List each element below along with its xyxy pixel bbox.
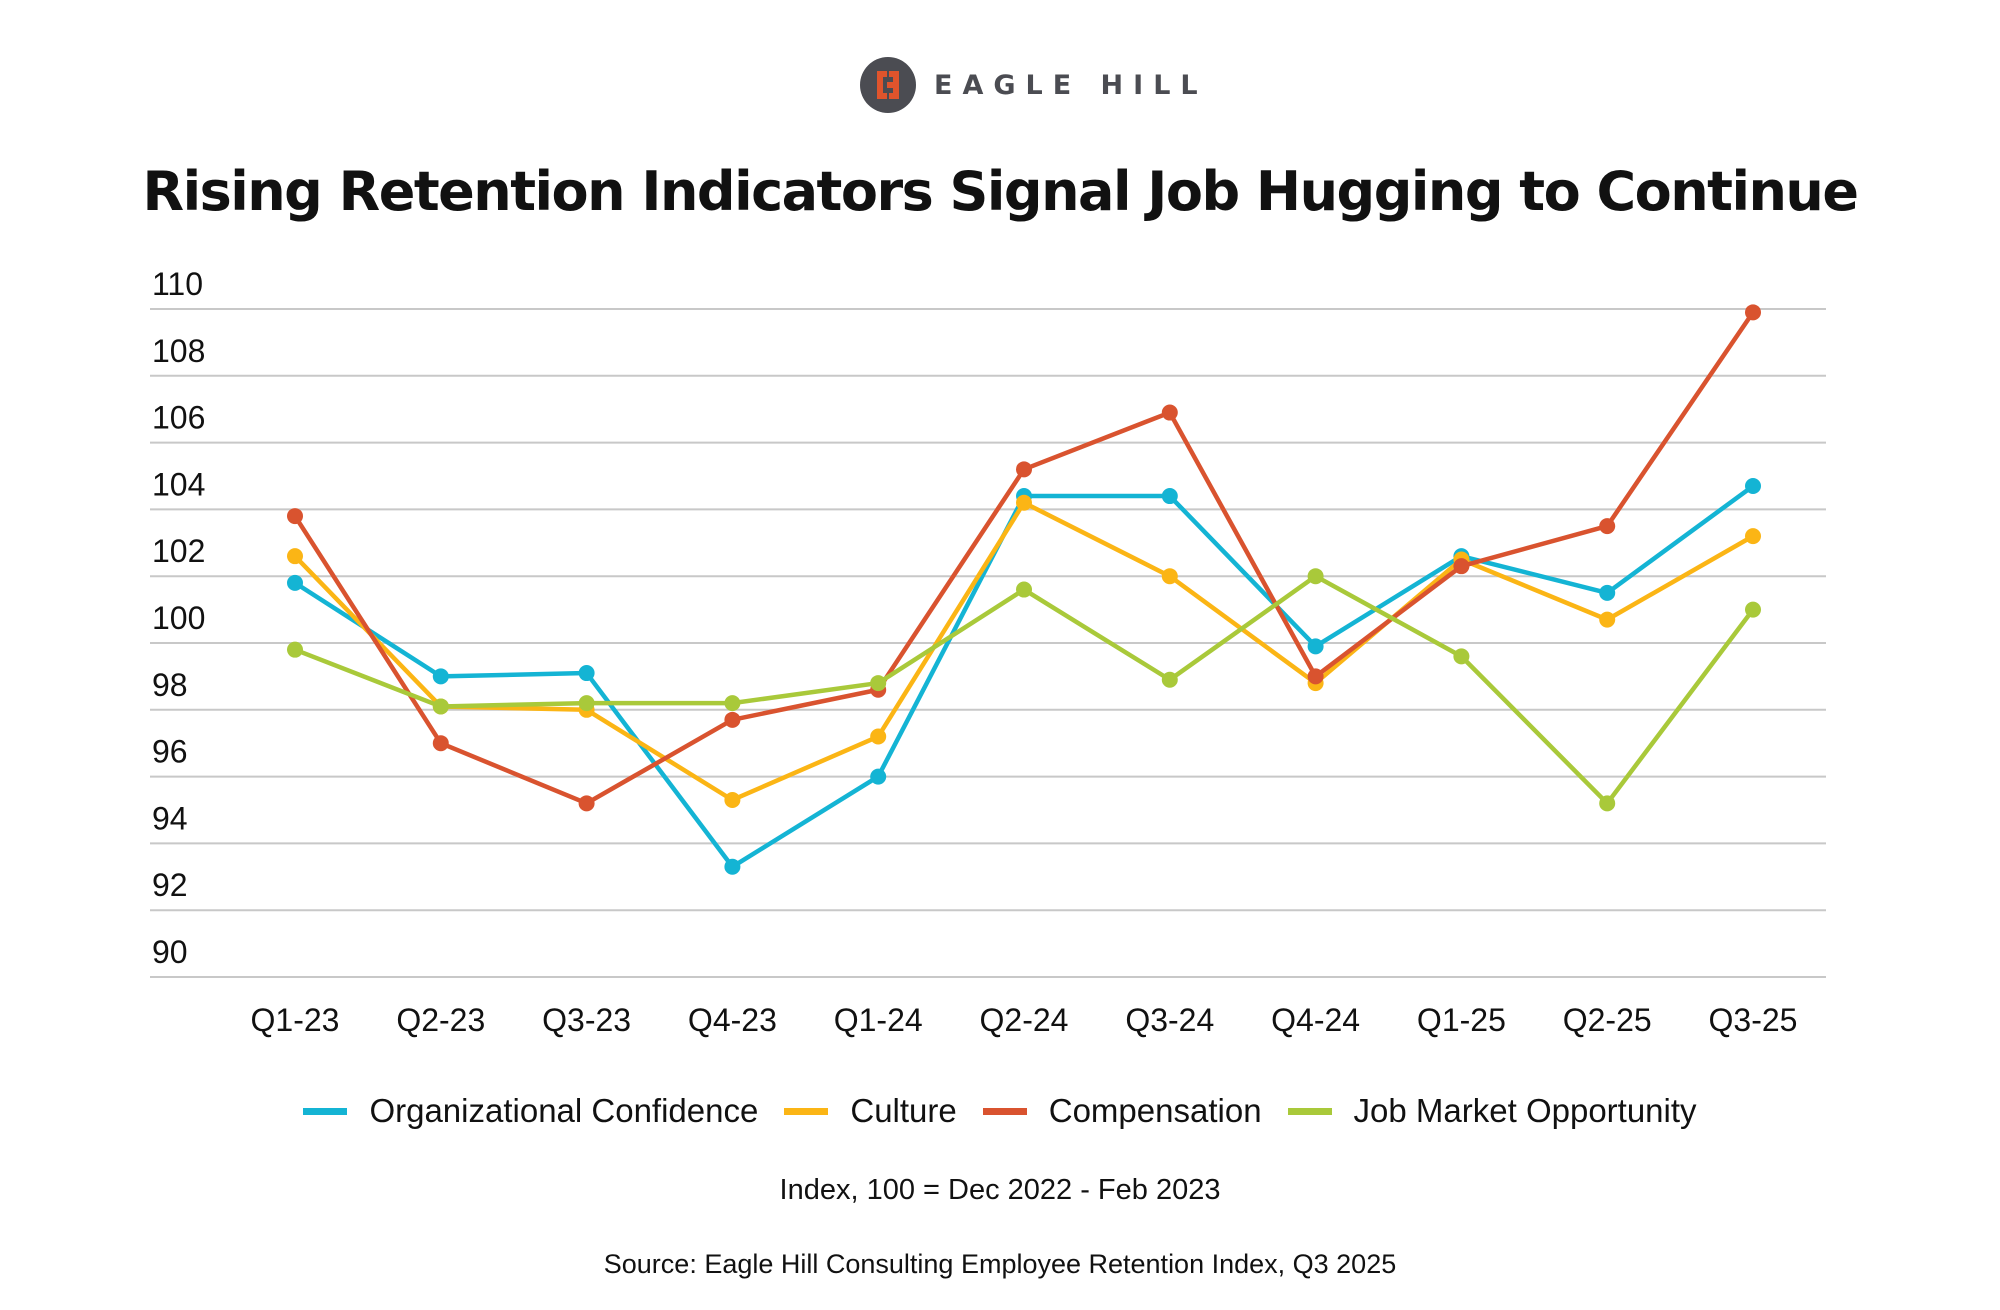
data-point bbox=[1307, 568, 1324, 585]
data-point bbox=[724, 858, 741, 875]
data-point bbox=[870, 768, 887, 785]
y-tick-label: 90 bbox=[152, 934, 188, 970]
data-point bbox=[1307, 668, 1324, 685]
data-point bbox=[724, 695, 741, 712]
data-point bbox=[1745, 601, 1761, 618]
y-tick-label: 110 bbox=[152, 266, 203, 302]
data-point bbox=[1453, 558, 1470, 575]
series-lines bbox=[287, 304, 1761, 875]
x-tick-label: Q3-23 bbox=[542, 1002, 631, 1038]
brand-logo: EAGLE HILL bbox=[860, 57, 1208, 113]
y-tick-label: 106 bbox=[152, 400, 205, 436]
data-point bbox=[1016, 461, 1032, 478]
x-tick-label: Q2-23 bbox=[396, 1002, 485, 1038]
legend-label: Organizational Confidence bbox=[369, 1092, 759, 1129]
y-tick-label: 98 bbox=[152, 667, 188, 703]
y-tick-label: 108 bbox=[152, 333, 205, 369]
data-point bbox=[870, 728, 887, 745]
data-point bbox=[1745, 304, 1761, 321]
chart-legend: Organizational Confidence Culture Compensa… bbox=[0, 1092, 2000, 1130]
series-culture bbox=[287, 494, 1761, 808]
x-tick-label: Q2-25 bbox=[1563, 1002, 1652, 1038]
data-point bbox=[287, 574, 303, 591]
data-point bbox=[1453, 648, 1470, 665]
legend-item: Compensation bbox=[982, 1092, 1262, 1130]
data-point bbox=[1599, 518, 1616, 535]
data-point bbox=[432, 698, 449, 715]
x-tick-label: Q2-24 bbox=[980, 1002, 1069, 1038]
chart-title: Rising Retention Indicators Signal Job H… bbox=[142, 160, 1860, 223]
data-point bbox=[1599, 611, 1616, 628]
data-point bbox=[724, 791, 741, 808]
data-point bbox=[287, 548, 303, 565]
y-tick-label: 96 bbox=[152, 734, 188, 770]
data-point bbox=[432, 735, 449, 752]
source-note: Source: Eagle Hill Consulting Employee R… bbox=[603, 1249, 1397, 1279]
data-point bbox=[1599, 584, 1616, 601]
legend-swatch bbox=[784, 1107, 829, 1115]
legend-item: Job Market Opportunity bbox=[1287, 1092, 1697, 1130]
legend-label: Job Market Opportunity bbox=[1353, 1092, 1697, 1129]
x-tick-label: Q3-25 bbox=[1709, 1002, 1798, 1038]
y-tick-label: 104 bbox=[152, 466, 205, 502]
x-tick-label: Q1-23 bbox=[251, 1002, 340, 1038]
legend-swatch bbox=[1287, 1107, 1332, 1115]
data-point bbox=[870, 675, 887, 692]
legend-swatch bbox=[982, 1107, 1027, 1115]
series-line bbox=[293, 484, 1755, 870]
data-point bbox=[724, 711, 741, 728]
x-tick-label: Q4-24 bbox=[1271, 1002, 1360, 1038]
data-point bbox=[1599, 795, 1616, 812]
data-point bbox=[1016, 494, 1032, 511]
y-tick-label: 94 bbox=[152, 800, 188, 836]
data-point bbox=[578, 695, 595, 712]
x-tick-label: Q1-24 bbox=[834, 1002, 923, 1038]
legend-item: Organizational Confidence bbox=[303, 1092, 758, 1130]
x-tick-label: Q4-23 bbox=[688, 1002, 777, 1038]
series-line bbox=[294, 573, 1755, 806]
eagle-hill-logo-icon bbox=[860, 57, 916, 113]
y-axis: 90 92 94 96 98 100 102 104 106 108 110 bbox=[152, 266, 205, 970]
data-point bbox=[1161, 671, 1178, 688]
series-job-market-opportunity bbox=[287, 568, 1761, 812]
data-point bbox=[578, 665, 595, 682]
data-point bbox=[1161, 404, 1178, 421]
data-point bbox=[1161, 568, 1178, 585]
y-tick-label: 92 bbox=[152, 867, 188, 903]
x-tick-label: Q3-24 bbox=[1125, 1002, 1214, 1038]
data-point bbox=[1745, 528, 1761, 545]
data-point bbox=[578, 795, 595, 812]
gridlines bbox=[150, 308, 1826, 978]
legend-label: Compensation bbox=[1048, 1092, 1262, 1129]
x-axis: Q1-23 Q2-23 Q3-23 Q4-23 Q1-24 Q2-24 Q3-24 Q4-24… bbox=[251, 1002, 1798, 1038]
data-point bbox=[1016, 581, 1032, 598]
index-note: Index, 100 = Dec 2022 - Feb 2023 bbox=[779, 1174, 1221, 1206]
data-point bbox=[1161, 488, 1178, 505]
brand-name: EAGLE HILL bbox=[934, 69, 1208, 101]
series-organizational-confidence bbox=[287, 478, 1761, 875]
x-tick-label: Q1-25 bbox=[1417, 1002, 1506, 1038]
data-point bbox=[287, 508, 303, 525]
data-point bbox=[287, 641, 303, 658]
y-tick-label: 102 bbox=[152, 533, 205, 569]
legend-item: Culture bbox=[784, 1092, 957, 1130]
data-point bbox=[432, 668, 449, 685]
data-point bbox=[1307, 638, 1324, 655]
legend-swatch bbox=[303, 1107, 348, 1115]
series-compensation bbox=[287, 304, 1761, 812]
y-tick-label: 100 bbox=[152, 600, 205, 636]
data-point bbox=[1745, 478, 1761, 495]
legend-label: Culture bbox=[850, 1092, 957, 1129]
